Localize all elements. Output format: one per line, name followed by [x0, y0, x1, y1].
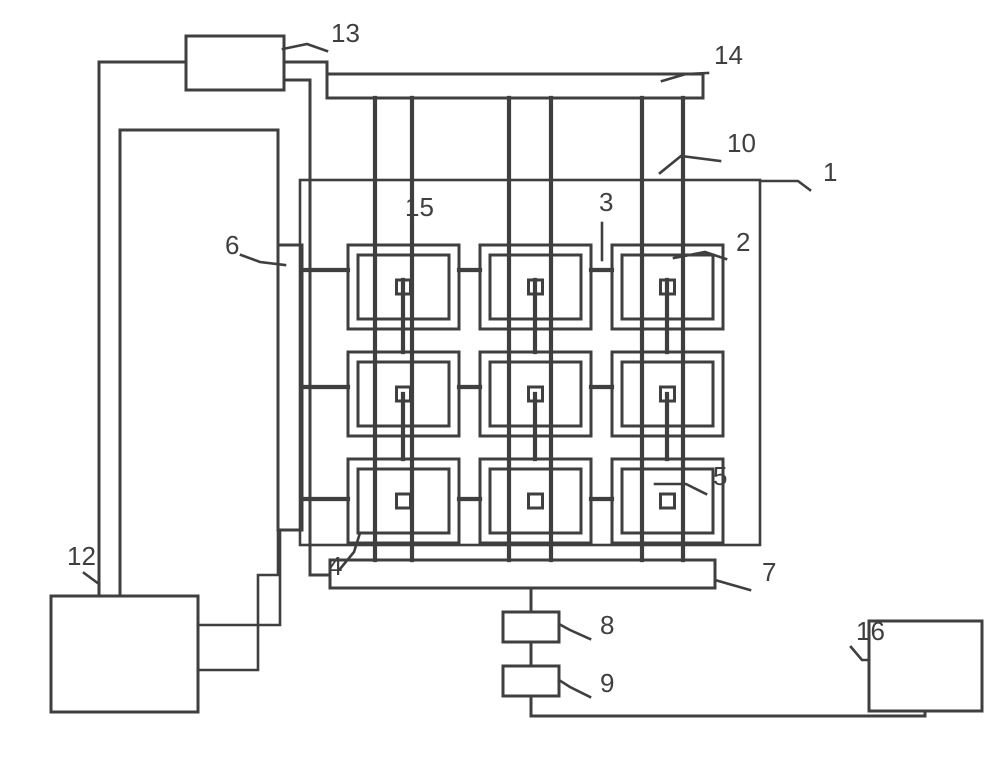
- cell-inner: [622, 469, 713, 533]
- leader-n8: [559, 624, 590, 639]
- leader-n16: [851, 647, 869, 660]
- label-n8: 8: [600, 610, 614, 640]
- b14: [327, 74, 703, 98]
- leader-n13: [283, 44, 327, 51]
- label-n15: 15: [405, 192, 434, 222]
- wire: [120, 130, 278, 596]
- label-n2: 2: [736, 227, 750, 257]
- b16: [869, 621, 982, 711]
- leader-n4: [340, 533, 360, 569]
- cell-inner: [490, 469, 581, 533]
- label-n16: 16: [856, 616, 885, 646]
- b9: [503, 666, 559, 696]
- label-n13: 13: [331, 18, 360, 48]
- cell-outer: [612, 459, 723, 543]
- leader-n7: [715, 570, 750, 590]
- cell-center: [397, 494, 411, 508]
- wire: [198, 530, 278, 670]
- b7: [330, 560, 715, 588]
- label-n1: 1: [823, 157, 837, 187]
- label-n5: 5: [713, 461, 727, 491]
- label-n14: 14: [714, 40, 743, 70]
- b8: [503, 612, 559, 642]
- b13: [186, 36, 284, 90]
- label-n3: 3: [599, 187, 613, 217]
- wire: [531, 696, 925, 716]
- cell-outer: [348, 459, 459, 543]
- leader-n12: [84, 573, 99, 596]
- wire: [284, 62, 327, 74]
- wire: [198, 530, 280, 625]
- b6: [278, 245, 302, 530]
- leader-n1: [760, 181, 810, 190]
- label-n7: 7: [762, 557, 776, 587]
- b12: [51, 596, 198, 712]
- leader-n10: [660, 156, 720, 173]
- cell-outer: [480, 459, 591, 543]
- label-n9: 9: [600, 668, 614, 698]
- label-n4: 4: [328, 551, 342, 581]
- cell-center: [661, 494, 675, 508]
- leader-n9: [559, 680, 590, 697]
- cell-inner: [358, 469, 449, 533]
- label-n12: 12: [67, 541, 96, 571]
- wire: [99, 62, 186, 596]
- diagram-canvas: 123456789101213141516: [0, 0, 1000, 761]
- label-n6: 6: [225, 230, 239, 260]
- label-n10: 10: [727, 128, 756, 158]
- cell-center: [529, 494, 543, 508]
